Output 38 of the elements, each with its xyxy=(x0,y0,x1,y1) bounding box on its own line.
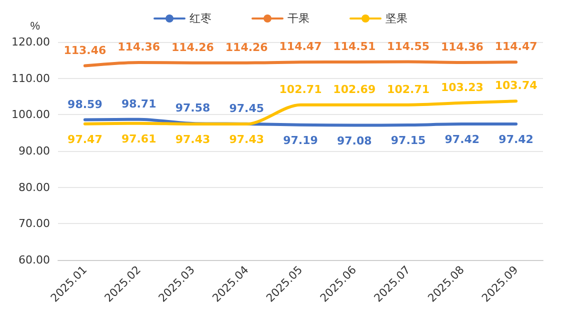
y-tick-label: 120.00 xyxy=(12,36,50,48)
data-label: 113.46 xyxy=(64,44,107,57)
data-label: 103.23 xyxy=(440,80,484,94)
data-label: 97.42 xyxy=(444,133,480,146)
data-label: 98.71 xyxy=(121,97,156,110)
data-label: 97.43 xyxy=(229,133,264,146)
y-tick-label: 90.00 xyxy=(18,144,50,158)
y-tick-label: 110.00 xyxy=(12,72,50,85)
data-label: 97.15 xyxy=(390,134,426,148)
data-label: 114.47 xyxy=(279,40,322,54)
y-tick-label: 80.00 xyxy=(18,180,50,194)
y-axis-title: % xyxy=(30,20,40,32)
data-label: 97.19 xyxy=(283,134,318,147)
data-label: 114.26 xyxy=(225,40,268,54)
data-label: 102.69 xyxy=(333,82,376,96)
data-label: 98.59 xyxy=(68,98,102,111)
data-label: 97.47 xyxy=(68,132,102,146)
legend-label: 红枣 xyxy=(190,12,212,25)
data-label: 97.43 xyxy=(175,133,210,146)
data-label: 97.58 xyxy=(175,101,210,114)
data-label: 114.51 xyxy=(333,40,376,53)
y-tick-label: 60.00 xyxy=(18,254,50,266)
y-tick-label: 100.00 xyxy=(12,108,50,122)
data-label: 103.74 xyxy=(494,79,538,92)
y-tick-label: 70.00 xyxy=(18,217,50,230)
data-label: 97.42 xyxy=(498,133,534,146)
legend-label: 坚果 xyxy=(386,12,408,25)
data-label: 114.36 xyxy=(440,40,484,54)
data-label: 114.55 xyxy=(387,40,430,53)
legend-label: 干果 xyxy=(288,12,310,25)
data-label: 114.36 xyxy=(118,40,160,54)
data-label: 102.71 xyxy=(387,82,430,96)
data-label: 102.71 xyxy=(279,82,322,96)
data-label: 97.61 xyxy=(121,132,156,146)
data-label: 114.26 xyxy=(171,40,214,54)
data-label: 97.08 xyxy=(336,134,372,148)
data-label: 114.47 xyxy=(494,40,538,54)
data-label: 97.45 xyxy=(229,102,264,115)
